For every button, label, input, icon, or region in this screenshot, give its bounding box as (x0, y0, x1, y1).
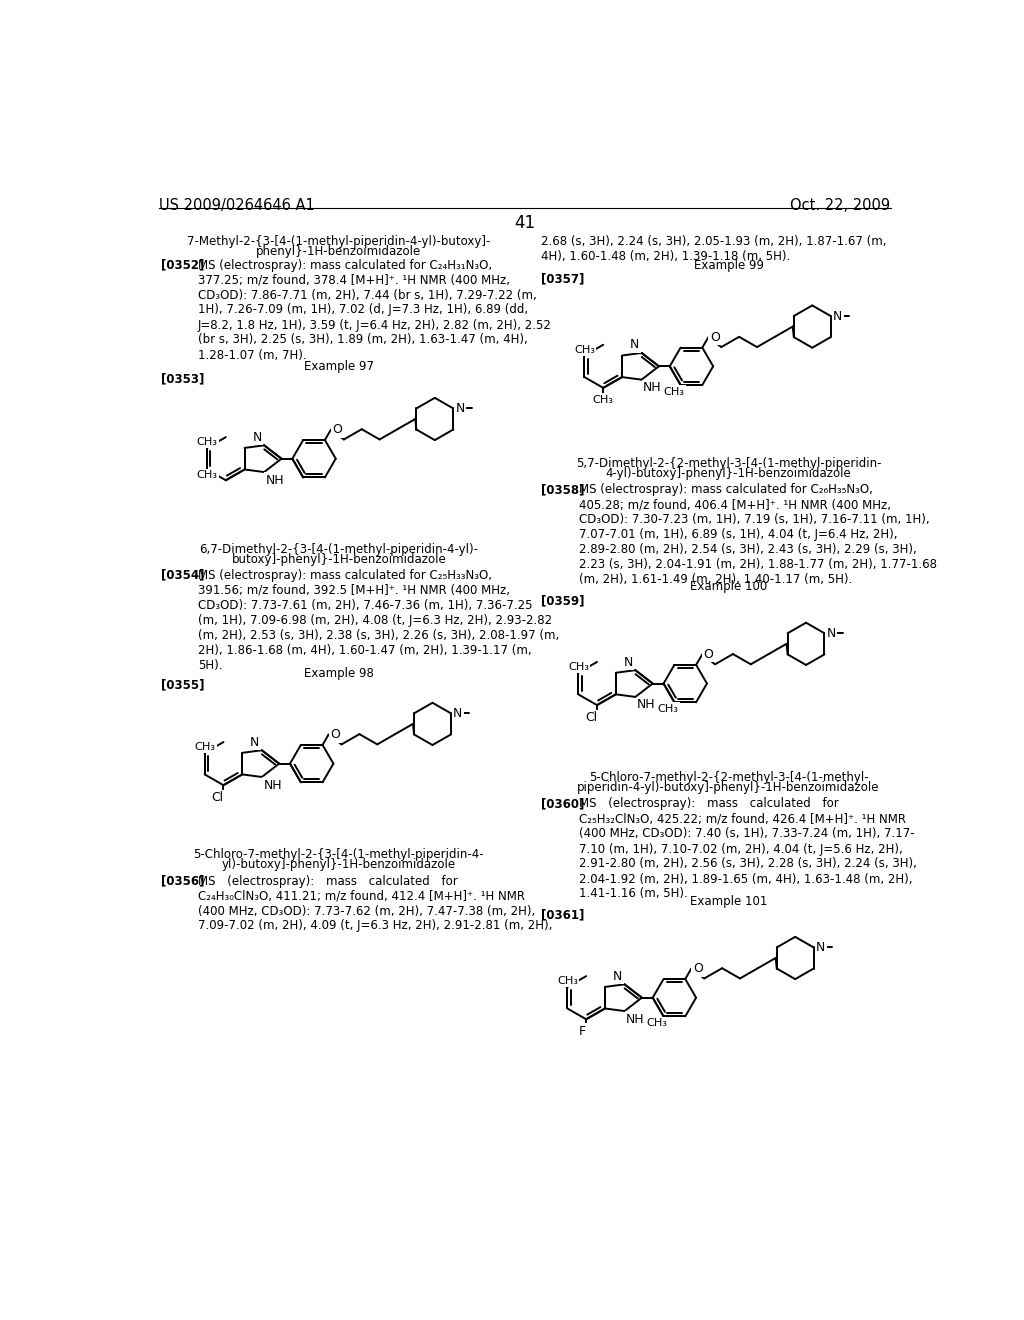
Text: N: N (833, 309, 842, 322)
Text: US 2009/0264646 A1: US 2009/0264646 A1 (159, 198, 314, 214)
Text: CH₃: CH₃ (197, 437, 218, 447)
Text: N: N (454, 706, 463, 719)
Text: N: N (624, 656, 633, 669)
Text: NH: NH (265, 474, 285, 487)
Text: O: O (693, 962, 702, 975)
Text: N: N (826, 627, 836, 640)
Text: N: N (613, 970, 623, 983)
Text: Cl: Cl (211, 791, 223, 804)
Text: [0357]: [0357] (541, 272, 585, 285)
Text: [0358]: [0358] (541, 483, 585, 496)
Text: NH: NH (626, 1012, 645, 1026)
Text: Example 99: Example 99 (693, 259, 764, 272)
Text: CH₃: CH₃ (197, 470, 218, 480)
Text: MS (electrospray): mass calculated for C₂₅H₃₃N₃O,
391.56; m/z found, 392.5 [M+H]: MS (electrospray): mass calculated for C… (198, 569, 559, 672)
Text: CH₃: CH₃ (664, 387, 684, 396)
Text: 2.68 (s, 3H), 2.24 (s, 3H), 2.05-1.93 (m, 2H), 1.87-1.67 (m,
4H), 1.60-1.48 (m, : 2.68 (s, 3H), 2.24 (s, 3H), 2.05-1.93 (m… (541, 235, 887, 264)
Text: 5,7-Dimethyl-2-{2-methyl-3-[4-(1-methyl-piperidin-: 5,7-Dimethyl-2-{2-methyl-3-[4-(1-methyl-… (575, 457, 882, 470)
Text: Example 101: Example 101 (690, 895, 767, 908)
Text: piperidin-4-yl)-butoxy]-phenyl}-1H-benzoimidazole: piperidin-4-yl)-butoxy]-phenyl}-1H-benzo… (578, 781, 880, 795)
Text: 7-Methyl-2-{3-[4-(1-methyl-piperidin-4-yl)-butoxy]-: 7-Methyl-2-{3-[4-(1-methyl-piperidin-4-y… (187, 235, 490, 248)
Text: NH: NH (643, 381, 662, 395)
Text: Oct. 22, 2009: Oct. 22, 2009 (791, 198, 891, 214)
Text: 41: 41 (514, 214, 536, 232)
Text: [0361]: [0361] (541, 908, 585, 921)
Text: CH₃: CH₃ (568, 661, 589, 672)
Text: [0354]: [0354] (161, 569, 204, 582)
Text: MS (electrospray): mass calculated for
C₂₅H₃₂ClN₃O, 425.22; m/z found, 426.4 [M+: MS (electrospray): mass calculated for C… (579, 797, 916, 900)
Text: phenyl}-1H-benzoimidazole: phenyl}-1H-benzoimidazole (256, 246, 422, 259)
Text: CH₃: CH₃ (557, 975, 578, 986)
Text: [0352]: [0352] (161, 259, 204, 272)
Text: O: O (330, 729, 340, 741)
Text: MS (electrospray): mass calculated for C₂₆H₃₅N₃O,
405.28; m/z found, 406.4 [M+H]: MS (electrospray): mass calculated for C… (579, 483, 937, 586)
Text: Cl: Cl (585, 711, 597, 725)
Text: N: N (630, 338, 639, 351)
Text: O: O (703, 648, 714, 661)
Text: [0359]: [0359] (541, 594, 585, 607)
Text: N: N (816, 941, 825, 954)
Text: N: N (250, 735, 259, 748)
Text: [0353]: [0353] (161, 372, 204, 385)
Text: 5-Chloro-7-methyl-2-{3-[4-(1-methyl-piperidin-4-: 5-Chloro-7-methyl-2-{3-[4-(1-methyl-pipe… (194, 849, 484, 862)
Text: CH₃: CH₃ (574, 345, 595, 355)
Text: [0355]: [0355] (161, 678, 204, 692)
Text: CH₃: CH₃ (657, 704, 678, 714)
Text: MS (electrospray): mass calculated for
C₂₄H₃₀ClN₃O, 411.21; m/z found, 412.4 [M+: MS (electrospray): mass calculated for C… (198, 874, 552, 932)
Text: Example 100: Example 100 (690, 581, 767, 594)
Text: F: F (579, 1024, 586, 1038)
Text: 6,7-Dimethyl-2-{3-[4-(1-methyl-piperidin-4-yl)-: 6,7-Dimethyl-2-{3-[4-(1-methyl-piperidin… (200, 544, 478, 557)
Text: [0360]: [0360] (541, 797, 585, 810)
Text: CH₃: CH₃ (646, 1018, 668, 1028)
Text: N: N (456, 401, 465, 414)
Text: O: O (333, 424, 342, 436)
Text: NH: NH (637, 698, 655, 711)
Text: N: N (253, 430, 262, 444)
Text: 4-yl)-butoxy]-phenyl}-1H-benzoimidazole: 4-yl)-butoxy]-phenyl}-1H-benzoimidazole (606, 467, 852, 480)
Text: MS (electrospray): mass calculated for C₂₄H₃₁N₃O,
377.25; m/z found, 378.4 [M+H]: MS (electrospray): mass calculated for C… (198, 259, 552, 362)
Text: Example 98: Example 98 (304, 667, 374, 680)
Text: NH: NH (263, 779, 282, 792)
Text: O: O (710, 331, 720, 343)
Text: [0356]: [0356] (161, 874, 204, 887)
Text: CH₃: CH₃ (195, 742, 215, 752)
Text: Example 97: Example 97 (304, 360, 374, 374)
Text: yl)-butoxy]-phenyl}-1H-benzoimidazole: yl)-butoxy]-phenyl}-1H-benzoimidazole (222, 858, 456, 871)
Text: butoxy]-phenyl}-1H-benzoimidazole: butoxy]-phenyl}-1H-benzoimidazole (231, 553, 446, 566)
Text: 5-Chloro-7-methyl-2-{2-methyl-3-[4-(1-methyl-: 5-Chloro-7-methyl-2-{2-methyl-3-[4-(1-me… (589, 771, 868, 784)
Text: CH₃: CH₃ (593, 395, 613, 405)
